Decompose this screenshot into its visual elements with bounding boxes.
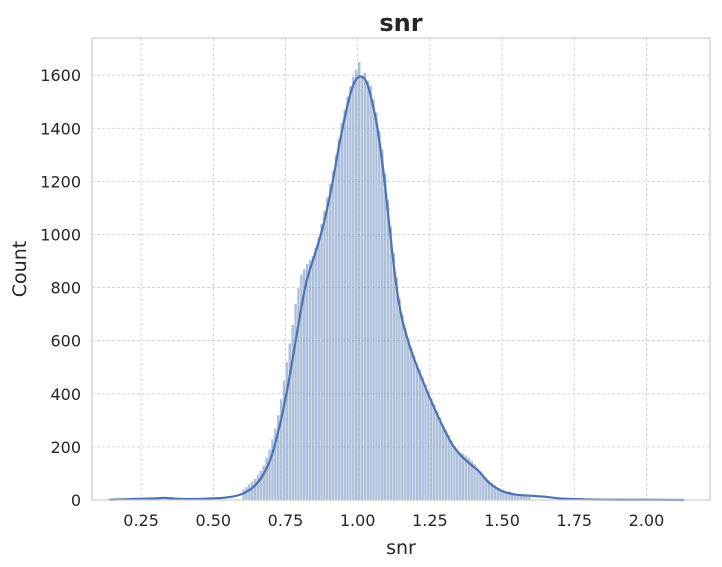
histogram-bar (340, 122, 344, 501)
x-tick-label: 1.25 (412, 511, 448, 530)
histogram-bar (441, 424, 445, 501)
histogram-bar (351, 76, 355, 501)
histogram-bar (314, 247, 318, 501)
histogram-bar (331, 170, 335, 501)
histogram-bar (369, 85, 373, 501)
histogram-bar (305, 263, 309, 501)
x-axis-ticks: 0.25 0.50 0.75 1.00 1.25 1.50 1.75 2.00 (123, 511, 664, 530)
histogram-bar (354, 69, 358, 501)
histogram-bar (400, 313, 405, 501)
histogram-bar (319, 223, 324, 501)
histogram-bar (397, 298, 402, 501)
histogram-bar (311, 255, 315, 501)
y-tick-label: 600 (50, 332, 81, 351)
x-tick-label: 1.00 (340, 511, 376, 530)
histogram-bar (343, 109, 347, 501)
histogram-bar (455, 449, 459, 501)
histogram-bar (395, 276, 399, 501)
histogram-bar (406, 337, 410, 501)
histogram-bar (386, 199, 390, 501)
histogram-bar (253, 478, 257, 501)
plot-frame (91, 37, 711, 501)
histogram-bar (325, 197, 329, 501)
histogram-bar (435, 410, 439, 501)
histogram-bar (377, 130, 381, 501)
histogram-bar (475, 467, 480, 501)
histogram-bar (383, 173, 387, 501)
x-tick-label: 1.50 (484, 511, 520, 530)
histogram-bar (418, 369, 422, 501)
histogram-bar (360, 74, 364, 501)
histogram-bar (328, 183, 332, 501)
histogram-bar (256, 474, 260, 501)
histogram-bar (409, 347, 413, 501)
histogram-bar (348, 85, 353, 501)
histogram-bar (447, 434, 451, 501)
histogram-bar (363, 72, 367, 501)
histogram-bars (241, 61, 532, 501)
y-tick-label: 1000 (40, 225, 81, 244)
y-tick-label: 1400 (40, 119, 81, 138)
histogram-bar (458, 452, 462, 501)
y-axis-ticks: 0 200 400 600 800 1000 1200 1400 1600 (40, 66, 81, 510)
histogram-bar (429, 397, 433, 501)
histogram-bar (412, 355, 416, 501)
chart-title: snr (379, 9, 422, 37)
y-tick-label: 800 (50, 279, 81, 298)
kde-curve (109, 75, 685, 502)
x-axis-label: snr (386, 537, 416, 559)
histogram-bar (322, 210, 327, 501)
histogram-bar (389, 226, 393, 501)
histogram-bar (461, 453, 465, 501)
histogram-bar (438, 417, 442, 501)
histogram-bar (432, 404, 436, 501)
histogram-bar (317, 236, 321, 501)
x-tick-label: 0.75 (268, 511, 304, 530)
histogram-bar (334, 154, 338, 501)
histogram-bar (426, 390, 431, 501)
histogram-bar (392, 252, 396, 501)
histogram-bar (366, 80, 370, 501)
histogram-bar (403, 327, 407, 501)
histogram-bar (345, 96, 350, 501)
histogram-bar (371, 98, 376, 501)
histogram-bar (247, 483, 252, 501)
y-tick-label: 0 (71, 491, 81, 510)
x-tick-label: 2.00 (629, 511, 665, 530)
grid (92, 38, 710, 501)
histogram-bar (374, 112, 379, 501)
histogram-bar (423, 384, 428, 501)
histogram-bar (415, 363, 419, 501)
x-tick-label: 0.25 (123, 511, 159, 530)
x-tick-label: 0.50 (195, 511, 231, 530)
histogram-bar (250, 481, 254, 501)
x-tick-label: 1.75 (556, 511, 592, 530)
histogram-bar (449, 440, 454, 501)
histogram-bar (444, 429, 448, 501)
histogram-bar (302, 268, 306, 501)
y-tick-label: 1600 (40, 66, 81, 85)
y-axis-label: Count (9, 241, 31, 297)
histogram-bar (308, 259, 312, 501)
y-tick-label: 1200 (40, 172, 81, 191)
histogram-bar (357, 61, 361, 501)
histogram-bar (337, 138, 341, 501)
histogram-bar (452, 445, 457, 501)
y-tick-label: 400 (50, 385, 81, 404)
histogram-bar (380, 149, 384, 501)
histogram-bar (421, 377, 425, 501)
y-tick-label: 200 (50, 438, 81, 457)
